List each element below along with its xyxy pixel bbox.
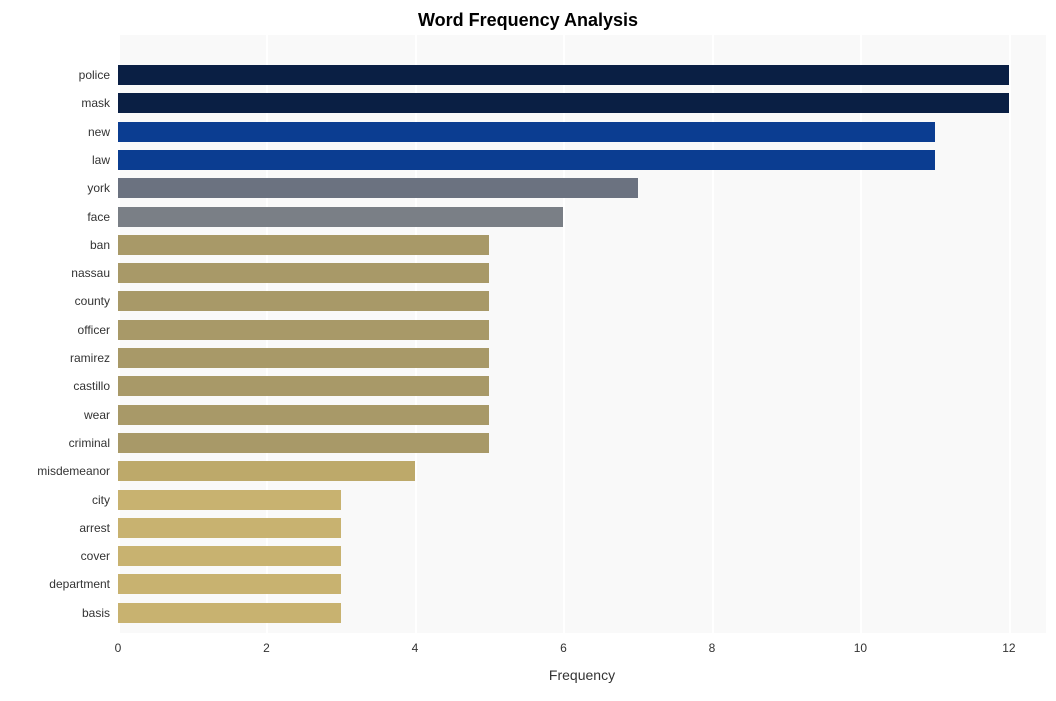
bar xyxy=(118,574,341,594)
bar xyxy=(118,178,638,198)
y-label: city xyxy=(92,494,110,506)
x-axis-label: Frequency xyxy=(549,667,615,683)
bar xyxy=(118,405,489,425)
y-label: county xyxy=(75,295,110,307)
bar xyxy=(118,150,935,170)
y-label: arrest xyxy=(79,522,110,534)
bar xyxy=(118,263,489,283)
y-label: misdemeanor xyxy=(37,465,110,477)
x-tick-label: 6 xyxy=(560,641,567,655)
bar xyxy=(118,376,489,396)
y-label: york xyxy=(87,182,110,194)
bar xyxy=(118,490,341,510)
bar xyxy=(118,320,489,340)
bar xyxy=(118,461,415,481)
x-tick-label: 0 xyxy=(115,641,122,655)
word-frequency-chart: Word Frequency Analysis Frequency 0 2 4 6 8 1… xyxy=(0,0,1056,701)
bar xyxy=(118,93,1009,113)
bar xyxy=(118,546,341,566)
x-tick-label: 10 xyxy=(854,641,867,655)
chart-title: Word Frequency Analysis xyxy=(0,10,1056,31)
x-tick-label: 2 xyxy=(263,641,270,655)
y-label: wear xyxy=(84,409,110,421)
y-label: officer xyxy=(78,324,110,336)
bar xyxy=(118,291,489,311)
y-label: face xyxy=(87,211,110,223)
bar xyxy=(118,122,935,142)
x-tick-label: 12 xyxy=(1002,641,1015,655)
y-label: police xyxy=(79,69,110,81)
y-label: nassau xyxy=(71,267,110,279)
y-label: basis xyxy=(82,607,110,619)
bar xyxy=(118,348,489,368)
y-label: new xyxy=(88,126,110,138)
x-tick-label: 4 xyxy=(412,641,419,655)
x-tick-label: 8 xyxy=(709,641,716,655)
y-label: law xyxy=(92,154,110,166)
y-label: cover xyxy=(81,550,110,562)
y-label: ramirez xyxy=(70,352,110,364)
bar xyxy=(118,65,1009,85)
y-label: criminal xyxy=(69,437,110,449)
bar xyxy=(118,433,489,453)
y-label: mask xyxy=(81,97,110,109)
plot-area xyxy=(118,35,1046,633)
bar xyxy=(118,603,341,623)
bar xyxy=(118,235,489,255)
y-label: castillo xyxy=(73,380,110,392)
bar xyxy=(118,518,341,538)
grid-line xyxy=(1009,35,1011,633)
y-label: ban xyxy=(90,239,110,251)
y-label: department xyxy=(49,578,110,590)
bar xyxy=(118,207,563,227)
